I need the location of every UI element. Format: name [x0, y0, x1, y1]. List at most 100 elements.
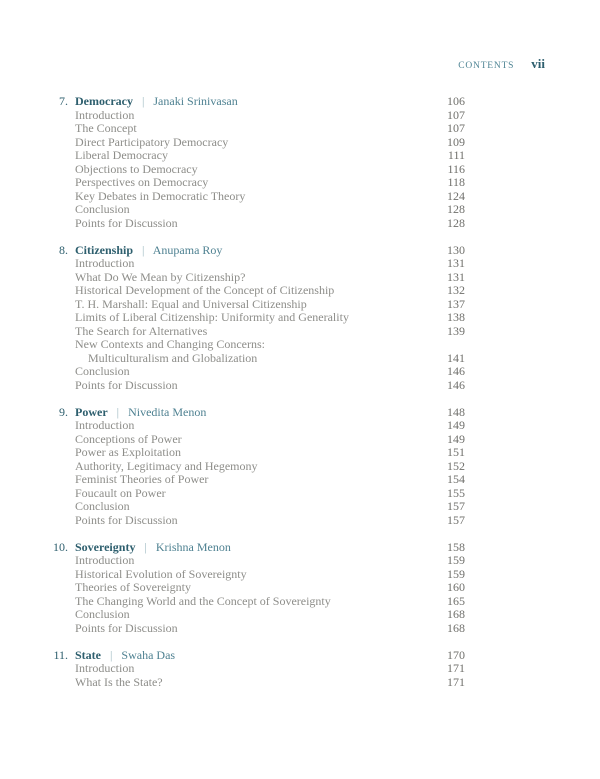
toc-entry-label: Conclusion [75, 203, 130, 216]
toc-entry-page: 160 [447, 580, 465, 594]
toc-entry-page: 128 [447, 202, 465, 216]
toc-entry-page: 141 [447, 350, 465, 365]
running-head-title: CONTENTS [458, 61, 515, 71]
title-author-divider: | [141, 95, 145, 108]
chapter-page-number: 106 [447, 94, 465, 108]
chapter-page-number: 158 [447, 539, 465, 554]
toc-entry: Introduction 131 [46, 256, 465, 271]
toc-entry-page: 152 [447, 458, 465, 473]
toc-entry-page: 107 [447, 107, 465, 122]
toc-entry-label: Introduction [75, 419, 135, 432]
chapter-title-cell: State | Swaha Das [68, 649, 435, 663]
toc-entry: What Is the State? 171 [46, 675, 465, 690]
toc-entry-label: Points for Discussion [75, 378, 178, 392]
toc-entry: Historical Development of the Concept of… [46, 283, 465, 298]
chapter-number: 10. [53, 539, 68, 554]
toc-entry: Feminist Theories of Power 154 [46, 472, 465, 487]
toc-entry-label: Conclusion [75, 365, 130, 378]
running-head: CONTENTS vii [458, 56, 545, 72]
chapter-author: Janaki Srinivasan [153, 95, 238, 108]
toc-entry: Conclusion 168 [46, 607, 465, 622]
toc-entry-page: 157 [447, 499, 465, 513]
toc-entry: Multiculturalism and Globalization 141 [46, 350, 465, 366]
toc-entry-label: Multiculturalism and Globalization [88, 351, 258, 365]
chapter-title-cell: Power | Nivedita Menon [68, 406, 435, 420]
toc-entry: The Concept 107 [46, 121, 465, 136]
toc-entry: Theories of Sovereignty 160 [46, 580, 465, 595]
chapter-page-number: 170 [447, 647, 465, 662]
toc-entry: Conceptions of Power 149 [46, 432, 465, 447]
toc-entry-label: Liberal Democracy [75, 149, 168, 162]
toc-entry: The Changing World and the Concept of So… [46, 594, 465, 609]
toc-entry: T. H. Marshall: Equal and Universal Citi… [46, 296, 465, 312]
toc-entry-label: The Concept [75, 122, 137, 135]
toc-chapter-heading: 11. State | Swaha Das 170 [46, 647, 465, 663]
toc-entry-label: Feminist Theories of Power [75, 473, 209, 486]
toc-entry-page: 149 [447, 418, 465, 432]
toc-entry: Conclusion 128 [46, 202, 465, 217]
toc-entry-page: 168 [447, 620, 465, 635]
toc-entry-page: 146 [447, 364, 465, 378]
chapter-page-number: 148 [447, 404, 465, 419]
toc-entry-label: T. H. Marshall: Equal and Universal Citi… [75, 297, 307, 311]
chapter-number: 11. [53, 647, 68, 662]
toc-entry: Introduction 107 [46, 107, 465, 123]
toc-entry-page: 157 [447, 512, 465, 527]
chapter-number: 8. [59, 242, 68, 257]
toc-entry-label: Introduction [75, 108, 135, 122]
page-folio: vii [531, 56, 545, 71]
chapter-page-number: 130 [447, 242, 465, 257]
title-author-divider: | [142, 243, 145, 257]
chapter-title: Democracy [75, 95, 133, 108]
toc-chapter-heading: 8. Citizenship | Anupama Roy 130 [46, 242, 465, 258]
chapter-title: State [75, 648, 101, 662]
toc-entry: Points for Discussion 168 [46, 620, 465, 636]
toc-entry: Conclusion 146 [46, 364, 465, 379]
toc-entry-page: 131 [447, 269, 465, 284]
toc-entry-label: Historical Evolution of Sovereignty [75, 567, 247, 581]
toc-entry: Perspectives on Democracy 118 [46, 175, 465, 190]
title-author-divider: | [144, 540, 147, 554]
toc-entry-page: 146 [447, 377, 465, 392]
toc-entry-label: Conclusion [75, 500, 130, 513]
toc-entry-label: What Do We Mean by Citizenship? [75, 270, 246, 284]
table-of-contents: 7. Democracy | Janaki Srinivasan 106 Int… [46, 94, 465, 690]
chapter-number: 9. [59, 404, 68, 419]
toc-entry-page: 138 [447, 310, 465, 324]
toc-entry: Key Debates in Democratic Theory 124 [46, 188, 465, 204]
toc-entry-label: New Contexts and Changing Concerns: [75, 338, 265, 351]
toc-entry: Foucault on Power 155 [46, 486, 465, 501]
chapter-title-cell: Citizenship | Anupama Roy [68, 244, 435, 258]
toc-entry-page: 171 [447, 661, 465, 675]
toc-entry-label: Direct Participatory Democracy [75, 135, 229, 149]
toc-entry-label: Introduction [75, 257, 135, 270]
toc-entry: Points for Discussion 146 [46, 377, 465, 393]
toc-entry: What Do We Mean by Citizenship? 131 [46, 269, 465, 285]
toc-entry-page: 159 [447, 566, 465, 581]
toc-chapter: 9. Power | Nivedita Menon 148 Introducti… [46, 404, 465, 528]
chapter-author: Krishna Menon [155, 540, 231, 554]
toc-entry-label: Objections to Democracy [75, 162, 198, 176]
toc-entry-label: Historical Development of the Concept of… [75, 284, 335, 297]
toc-entry-label: Theories of Sovereignty [75, 581, 191, 594]
toc-entry-page: 124 [447, 188, 465, 203]
chapter-author: Swaha Das [121, 648, 176, 662]
toc-entry-label: Points for Discussion [75, 621, 178, 635]
toc-entry: New Contexts and Changing Concerns: [46, 338, 465, 352]
chapter-title-cell: Democracy | Janaki Srinivasan [68, 95, 435, 109]
toc-entry-page: 111 [447, 148, 465, 162]
toc-entry-label: The Changing World and the Concept of So… [75, 594, 331, 608]
toc-entry-page: 131 [447, 256, 465, 270]
toc-entry: Authority, Legitimacy and Hegemony 152 [46, 458, 465, 474]
toc-entry-page: 137 [447, 296, 465, 311]
toc-chapter: 11. State | Swaha Das 170 Introduction 1… [46, 647, 465, 690]
toc-entry: Conclusion 157 [46, 499, 465, 514]
toc-entry-label: Introduction [75, 662, 135, 675]
toc-entry-page: 118 [447, 175, 465, 189]
toc-entry-page: 128 [447, 215, 465, 230]
toc-entry: Points for Discussion 157 [46, 512, 465, 528]
toc-entry-page: 139 [447, 323, 465, 338]
toc-chapter-heading: 10. Sovereignty | Krishna Menon 158 [46, 539, 465, 555]
toc-entry: Liberal Democracy 111 [46, 148, 465, 163]
